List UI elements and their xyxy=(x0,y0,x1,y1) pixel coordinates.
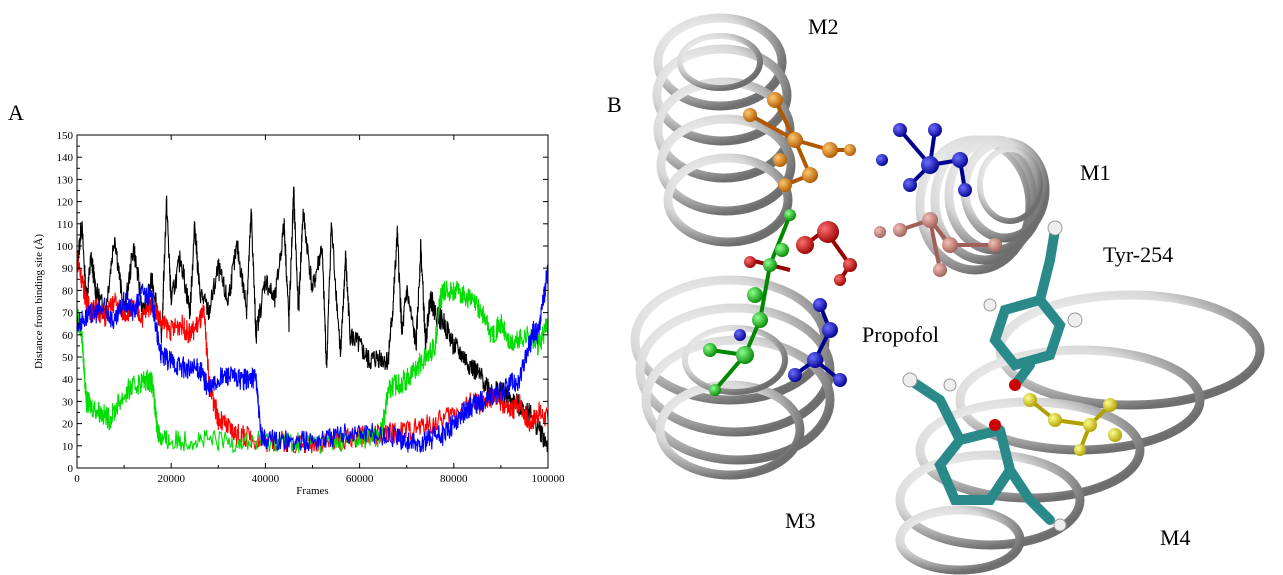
y-tick-label-1: 10 xyxy=(62,441,74,453)
helix-m2 xyxy=(652,13,796,247)
ligand-pink xyxy=(874,212,1002,277)
y-tick-label-10: 100 xyxy=(57,241,74,253)
ligand-green xyxy=(703,209,796,396)
y-tick-label-8: 80 xyxy=(62,285,74,297)
y-tick-label-13: 130 xyxy=(57,174,74,186)
ligand-red xyxy=(744,221,857,286)
x-tick-label-5: 100000 xyxy=(532,473,566,485)
panel-b-label: B xyxy=(607,92,622,117)
y-tick-label-4: 40 xyxy=(62,374,74,386)
ligand-orange xyxy=(743,92,856,192)
protein-structure-image xyxy=(630,13,1265,575)
x-tick-label-3: 60000 xyxy=(346,473,374,485)
helix-label-m2: M2 xyxy=(808,14,839,39)
series-line-3 xyxy=(76,264,549,453)
y-tick-label-9: 90 xyxy=(62,263,74,275)
helix-label-m4: M4 xyxy=(1160,525,1191,550)
x-tick-label-0: 0 xyxy=(74,473,80,485)
helix-m1 xyxy=(915,135,1050,275)
y-tick-label-6: 60 xyxy=(62,330,74,342)
chart-axes-group: 0 10 20 30 40 50 60 70 80 90 100 110 120 130 140 150 0 20… xyxy=(57,130,566,485)
annotation-tyr254: Tyr-254 xyxy=(1103,242,1174,267)
y-axis-label: Distance from binding site (Å) xyxy=(33,234,45,369)
y-tick-label-0: 0 xyxy=(68,463,74,475)
y-tick-label-7: 70 xyxy=(62,308,74,320)
helix-label-m3: M3 xyxy=(785,508,816,533)
ligand-blue-upper xyxy=(876,123,972,197)
y-tick-label-14: 140 xyxy=(57,152,74,164)
y-tick-label-3: 30 xyxy=(62,396,74,408)
x-axis-label: Frames xyxy=(296,485,328,497)
y-tick-label-2: 20 xyxy=(62,419,74,431)
ligand-yellow xyxy=(1023,393,1122,456)
y-tick-label-12: 120 xyxy=(57,197,74,209)
annotation-propofol: Propofol xyxy=(862,322,939,347)
x-tick-label-4: 80000 xyxy=(440,473,468,485)
chart-series-group xyxy=(76,186,549,454)
tyr254-residue xyxy=(983,220,1083,391)
propofol-molecule xyxy=(902,372,1067,532)
y-tick-label-15: 150 xyxy=(57,130,74,142)
x-tick-label-2: 40000 xyxy=(252,473,280,485)
panel-a-label: A xyxy=(8,100,24,125)
helix-label-m1: M1 xyxy=(1080,160,1111,185)
series-line-1 xyxy=(76,251,549,454)
y-tick-label-5: 50 xyxy=(62,352,74,364)
y-tick-label-11: 110 xyxy=(57,219,74,231)
ligand-blue-lower xyxy=(734,298,847,387)
x-tick-label-1: 20000 xyxy=(157,473,185,485)
distance-chart: 0 10 20 30 40 50 60 70 80 90 100 110 120 130 140 150 0 20… xyxy=(33,130,566,497)
